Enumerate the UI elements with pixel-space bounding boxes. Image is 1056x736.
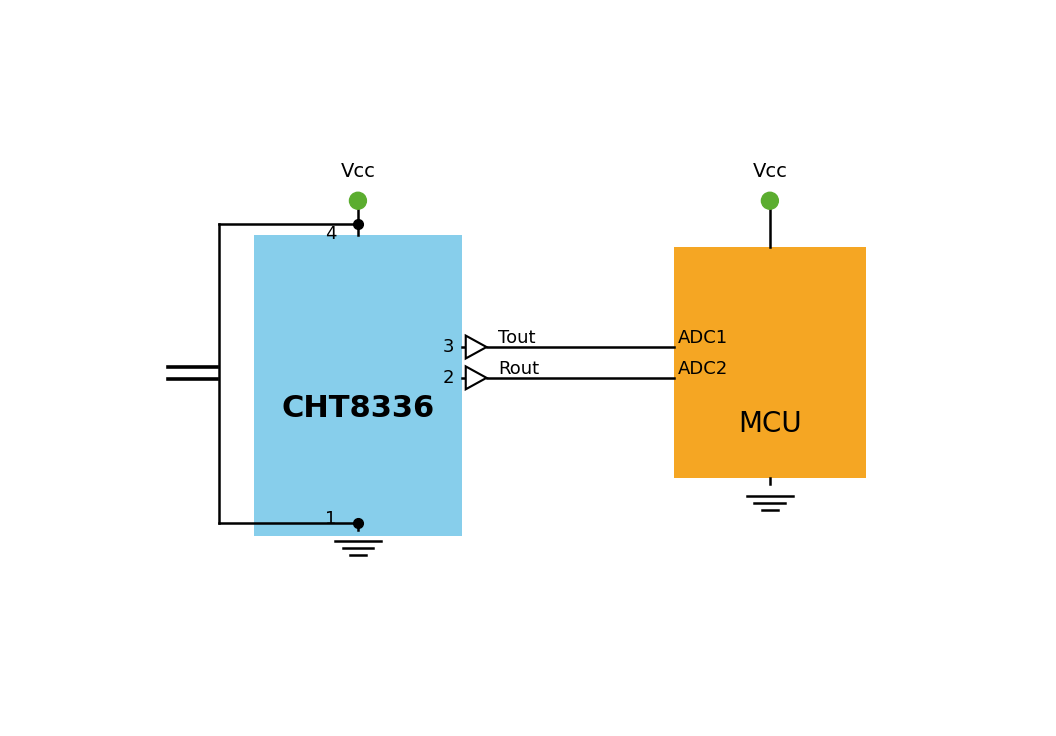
Text: 2: 2	[442, 369, 454, 387]
Bar	[254, 236, 461, 536]
Text: Vcc: Vcc	[753, 163, 788, 182]
Text: 3: 3	[442, 338, 454, 356]
Polygon shape	[466, 367, 487, 389]
Text: 1: 1	[325, 510, 337, 528]
Circle shape	[761, 192, 778, 209]
Text: Rout: Rout	[498, 360, 540, 378]
Text: Tout: Tout	[498, 329, 535, 347]
Text: ADC2: ADC2	[678, 360, 728, 378]
Circle shape	[350, 192, 366, 209]
Polygon shape	[466, 336, 487, 358]
Text: 4: 4	[325, 225, 337, 243]
Text: CHT8336: CHT8336	[281, 394, 435, 423]
Text: MCU: MCU	[738, 410, 802, 438]
Text: Vcc: Vcc	[340, 163, 375, 182]
Bar	[674, 247, 866, 478]
Text: ADC1: ADC1	[678, 329, 728, 347]
